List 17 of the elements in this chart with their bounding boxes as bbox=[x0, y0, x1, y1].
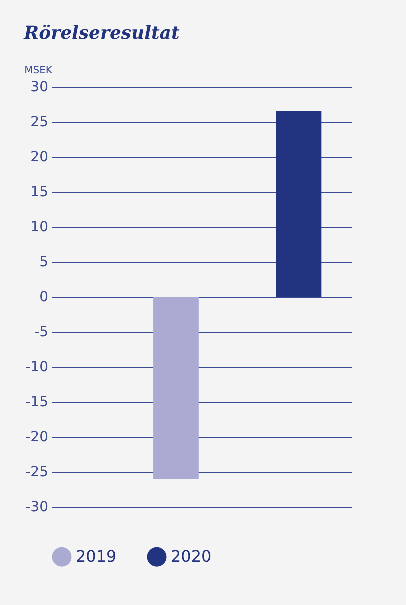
y-axis-title: MSEK bbox=[24, 66, 53, 76]
y-tick-label: -5 bbox=[34, 324, 48, 340]
y-tick-label: 10 bbox=[30, 220, 48, 236]
y-tick-label: 5 bbox=[40, 254, 48, 270]
y-tick-label: 25 bbox=[30, 114, 48, 130]
y-tick-label: 15 bbox=[30, 184, 48, 200]
chart-title: Rörelseresultat bbox=[23, 23, 180, 44]
y-tick-label: -20 bbox=[26, 430, 48, 446]
legend-label: 2019 bbox=[76, 547, 117, 566]
y-tick-label: 20 bbox=[30, 150, 48, 166]
y-tick-label: -25 bbox=[26, 464, 48, 480]
y-tick-label: 0 bbox=[40, 290, 48, 306]
y-tick-label: -15 bbox=[26, 394, 48, 410]
legend-label: 2020 bbox=[171, 547, 212, 566]
y-tick-label: -30 bbox=[26, 500, 48, 516]
y-tick-label: 30 bbox=[30, 80, 48, 96]
y-tick-label: -10 bbox=[26, 360, 48, 376]
